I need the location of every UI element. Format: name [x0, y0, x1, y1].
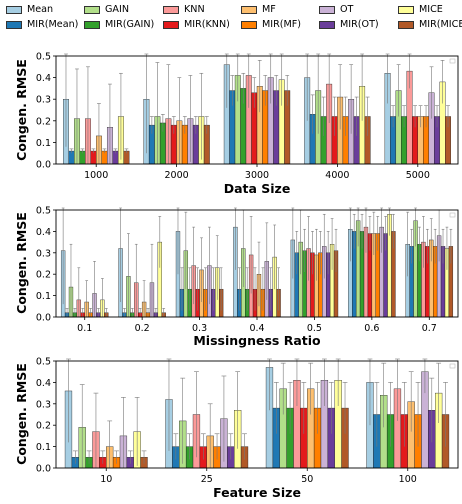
legend-stub-icon	[449, 58, 456, 64]
y-tick-label: 0.2	[36, 421, 51, 432]
legend-swatch	[84, 6, 100, 14]
legend-swatch	[398, 21, 414, 29]
chart-panel: 0.0 0.1 0.2 0.3 0.4 0.5 0.1 0.2 0.3 0.4 0.5 0.6 0.7 M…	[14, 206, 459, 348]
y-tick-label: 0.2	[36, 270, 51, 281]
x-axis-label: Missingness Ratio	[193, 333, 321, 348]
x-tick-label: 50	[301, 474, 313, 485]
x-tick-label: 3000	[245, 170, 269, 181]
legend-label: MIR(KNN)	[184, 19, 230, 30]
legend-swatch	[319, 6, 335, 14]
y-tick-label: 0.0	[36, 464, 51, 475]
legend-swatch	[319, 21, 335, 29]
legend-label: GAIN	[105, 4, 130, 15]
x-tick-label: 0.1	[77, 323, 92, 334]
x-tick-label: 0.7	[422, 323, 437, 334]
y-axis-label: Congen. RMSE	[14, 212, 29, 314]
legend-swatch	[84, 21, 100, 29]
y-tick-label: 0.3	[36, 399, 51, 410]
y-tick-label: 0.1	[36, 138, 51, 149]
legend-swatch	[163, 21, 179, 29]
legend-stub-icon	[449, 363, 456, 369]
y-tick-label: 0.1	[36, 442, 51, 453]
legend-label: Mean	[27, 4, 54, 15]
legend-label: MIR(MF)	[262, 19, 302, 30]
legend-swatch	[241, 21, 257, 29]
x-tick-label: 5000	[406, 170, 430, 181]
x-tick-label: 4000	[325, 170, 349, 181]
legend-label: MIR(Mean)	[27, 19, 79, 30]
legend-label: MF	[262, 4, 276, 15]
plot-frame	[55, 360, 459, 469]
legend-label: KNN	[184, 4, 205, 15]
chart-legend: Mean GAIN KNN MF OT MICE MIR(Mean) MIR(GAIN) MIR…	[0, 0, 462, 38]
x-tick-label: 100	[399, 474, 417, 485]
y-axis-label: Congen. RMSE	[14, 59, 29, 161]
x-tick-label: 0.4	[249, 323, 264, 334]
x-tick-label: 10	[100, 474, 112, 485]
legend-label: MIR(OT)	[340, 19, 379, 30]
x-tick-label: 0.2	[135, 323, 150, 334]
legend-swatch	[241, 6, 257, 14]
y-tick-label: 0.5	[36, 52, 51, 63]
legend-label: MIR(MICE)	[419, 19, 462, 30]
legend-label: MIR(GAIN)	[105, 19, 155, 30]
legend-label: MICE	[419, 4, 443, 15]
x-tick-label: 0.6	[364, 323, 379, 334]
y-tick-label: 0.0	[36, 313, 51, 324]
y-tick-label: 0.3	[36, 95, 51, 106]
x-tick-label: 1000	[84, 170, 108, 181]
y-tick-label: 0.4	[36, 73, 51, 84]
y-tick-label: 0.1	[36, 291, 51, 302]
chart-panel: 0.0 0.1 0.2 0.3 0.4 0.5 10 25 50 100 Feature Size C…	[14, 357, 459, 500]
y-tick-label: 0.5	[36, 206, 51, 217]
legend-swatch	[6, 21, 22, 29]
x-tick-label: 0.5	[307, 323, 322, 334]
y-tick-label: 0.4	[36, 227, 51, 238]
y-axis-label: Congen. RMSE	[14, 363, 29, 465]
y-tick-label: 0.3	[36, 248, 51, 259]
x-tick-label: 2000	[165, 170, 189, 181]
legend-swatch	[6, 6, 22, 14]
y-tick-label: 0.5	[36, 357, 51, 368]
legend-stub-icon	[449, 212, 456, 218]
x-axis-label: Feature Size	[213, 485, 301, 500]
x-axis-label: Data Size	[224, 181, 291, 196]
chart-panel: 0.0 0.1 0.2 0.3 0.4 0.5 1000 2000 3000 4000 5000 Da…	[14, 52, 459, 196]
legend-label: OT	[340, 4, 354, 15]
legend-swatch	[398, 6, 414, 14]
x-tick-label: 25	[201, 474, 213, 485]
y-tick-label: 0.0	[36, 160, 51, 171]
x-tick-label: 0.3	[192, 323, 207, 334]
y-tick-label: 0.4	[36, 378, 51, 389]
y-tick-label: 0.2	[36, 116, 51, 127]
legend-swatch	[163, 6, 179, 14]
